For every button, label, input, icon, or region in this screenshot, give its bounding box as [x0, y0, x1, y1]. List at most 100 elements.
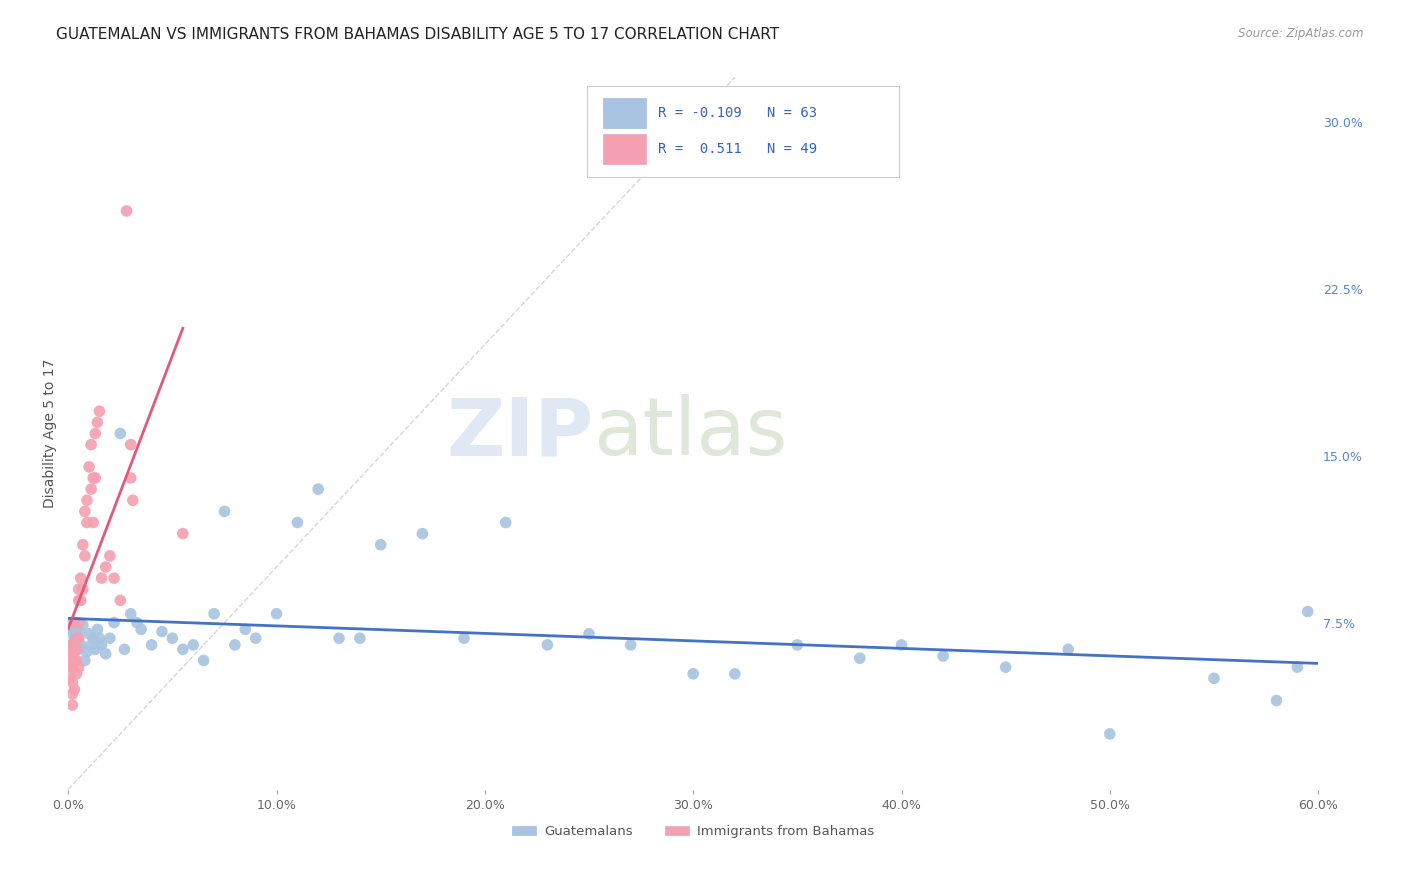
Text: R = -0.109   N = 63: R = -0.109 N = 63 — [658, 106, 817, 120]
Point — [82, 516, 104, 530]
Point — [72, 618, 94, 632]
Point — [1296, 605, 1319, 619]
Point — [307, 482, 329, 496]
Point — [890, 638, 912, 652]
Point — [60, 675, 83, 690]
Point — [103, 571, 125, 585]
Point — [121, 493, 143, 508]
Point — [453, 631, 475, 645]
Point — [1265, 693, 1288, 707]
Point — [82, 471, 104, 485]
Point — [1286, 660, 1309, 674]
Point — [60, 626, 83, 640]
Point — [1057, 642, 1080, 657]
Point — [60, 687, 83, 701]
Point — [73, 549, 96, 563]
Point — [370, 538, 392, 552]
Point — [59, 648, 82, 663]
Point — [59, 671, 82, 685]
Point — [80, 482, 103, 496]
Point — [73, 653, 96, 667]
Point — [125, 615, 148, 630]
Point — [84, 642, 107, 657]
Point — [103, 615, 125, 630]
Point — [120, 437, 142, 451]
Point — [233, 623, 256, 637]
Point — [98, 631, 121, 645]
Point — [328, 631, 350, 645]
Point — [786, 638, 808, 652]
Point — [60, 698, 83, 712]
Point — [77, 459, 100, 474]
Point — [84, 471, 107, 485]
Point — [349, 631, 371, 645]
Point — [89, 404, 111, 418]
Point — [59, 660, 82, 674]
Point — [59, 638, 82, 652]
Point — [63, 653, 86, 667]
Point — [84, 426, 107, 441]
Y-axis label: Disability Age 5 to 17: Disability Age 5 to 17 — [44, 359, 58, 508]
Point — [60, 660, 83, 674]
Point — [76, 516, 98, 530]
Point — [1202, 671, 1225, 685]
Point — [67, 660, 90, 674]
Point — [86, 623, 108, 637]
Point — [73, 504, 96, 518]
Point — [60, 638, 83, 652]
Point — [150, 624, 173, 639]
Point — [63, 615, 86, 630]
Text: R =  0.511   N = 49: R = 0.511 N = 49 — [658, 142, 817, 155]
Point — [67, 624, 90, 639]
Point — [65, 653, 87, 667]
Point — [65, 631, 87, 645]
Point — [120, 607, 142, 621]
Point — [724, 666, 747, 681]
Point — [72, 538, 94, 552]
FancyBboxPatch shape — [586, 86, 900, 178]
Point — [72, 582, 94, 597]
Point — [63, 623, 86, 637]
Point — [69, 593, 91, 607]
Point — [65, 626, 87, 640]
Point — [994, 660, 1017, 674]
Point — [214, 504, 236, 518]
Point — [110, 593, 132, 607]
Point — [63, 631, 86, 645]
Point — [89, 631, 111, 645]
Point — [411, 526, 433, 541]
Point — [76, 644, 98, 658]
Point — [245, 631, 267, 645]
Text: Source: ZipAtlas.com: Source: ZipAtlas.com — [1239, 27, 1364, 40]
Point — [59, 615, 82, 630]
Text: atlas: atlas — [593, 394, 787, 473]
Point — [172, 526, 194, 541]
Point — [495, 516, 517, 530]
Point — [1098, 727, 1121, 741]
Point — [90, 571, 112, 585]
Point — [80, 437, 103, 451]
Point — [94, 560, 117, 574]
Point — [266, 607, 288, 621]
Point — [69, 571, 91, 585]
Point — [65, 642, 87, 657]
Point — [193, 653, 215, 667]
Point — [110, 426, 132, 441]
Point — [94, 647, 117, 661]
Point — [620, 638, 643, 652]
Point — [202, 607, 225, 621]
Point — [63, 682, 86, 697]
Point — [536, 638, 558, 652]
Point — [682, 666, 704, 681]
Point — [65, 666, 87, 681]
Point — [120, 471, 142, 485]
Point — [90, 638, 112, 652]
FancyBboxPatch shape — [603, 98, 645, 128]
Point — [932, 648, 955, 663]
Point — [141, 638, 163, 652]
Point — [67, 631, 90, 645]
Point — [77, 626, 100, 640]
Point — [63, 642, 86, 657]
Point — [224, 638, 246, 652]
Point — [86, 415, 108, 429]
